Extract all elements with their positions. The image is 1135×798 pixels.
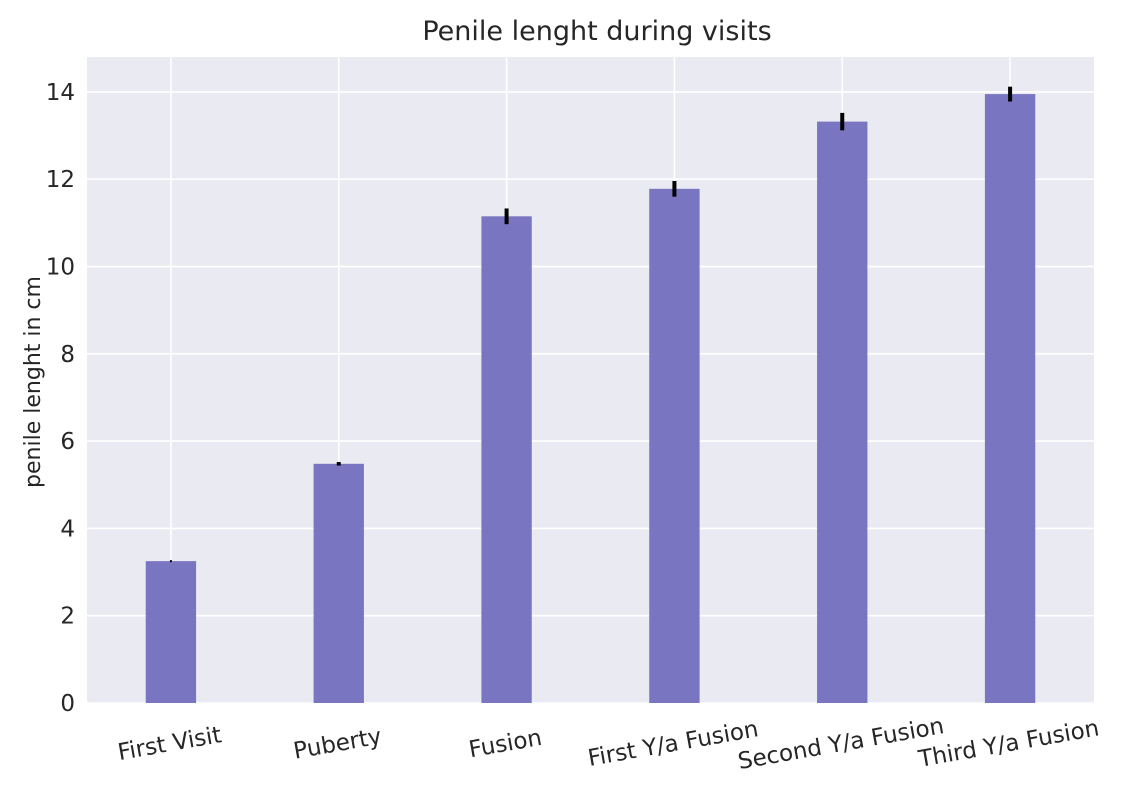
y-tick-label: 12 — [46, 167, 75, 193]
bar — [313, 463, 364, 703]
x-tick-label: First Visit — [116, 722, 224, 766]
chart-title: Penile lenght during visits — [422, 16, 771, 47]
y-axis-ticks: 0 2 4 6 8 10 12 14 — [46, 80, 75, 717]
x-tick-label: Second Y/a Fusion — [736, 713, 946, 775]
x-axis-ticks: First Visit Puberty Fusion First Y/a Fusion… — [116, 713, 1101, 775]
error-bars — [169, 86, 1013, 563]
y-tick-label: 0 — [60, 691, 75, 717]
y-tick-label: 8 — [60, 342, 75, 368]
y-tick-label: 4 — [60, 516, 75, 542]
x-tick-label: Puberty — [292, 724, 384, 765]
bars — [145, 94, 1036, 704]
bar — [984, 94, 1036, 704]
y-tick-label: 6 — [60, 429, 75, 455]
bar — [649, 188, 700, 704]
x-tick-label: First Y/a Fusion — [586, 716, 760, 772]
plot-area — [87, 57, 1094, 703]
y-axis-label: penile lenght in cm — [21, 276, 46, 488]
bar — [145, 561, 197, 703]
y-tick-label: 2 — [60, 604, 75, 630]
x-tick-label: Fusion — [467, 725, 544, 763]
y-tick-label: 14 — [46, 80, 75, 106]
bar — [817, 121, 868, 704]
bar — [481, 216, 532, 703]
y-tick-label: 10 — [46, 255, 75, 281]
